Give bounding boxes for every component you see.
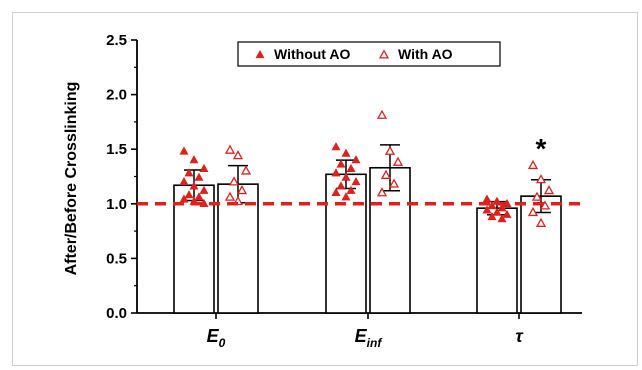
data-point bbox=[543, 185, 555, 195]
legend-label: Without AO bbox=[274, 46, 350, 62]
data-point bbox=[331, 142, 341, 151]
data-point bbox=[351, 177, 361, 186]
data-point bbox=[376, 187, 388, 197]
data-point bbox=[194, 172, 204, 181]
data-point bbox=[384, 145, 396, 155]
data-point bbox=[392, 156, 404, 166]
data-point bbox=[492, 207, 502, 216]
data-point bbox=[527, 159, 539, 170]
bar bbox=[217, 183, 259, 314]
data-point bbox=[341, 172, 351, 181]
legend-marker bbox=[255, 50, 265, 59]
data-point bbox=[189, 181, 199, 190]
data-point bbox=[236, 185, 248, 195]
data-point bbox=[531, 191, 543, 201]
data-point bbox=[199, 163, 209, 173]
data-point bbox=[535, 217, 547, 227]
y-tick-label: 1.0 bbox=[106, 196, 127, 213]
data-point bbox=[535, 174, 547, 184]
y-tick-label: 1.5 bbox=[106, 141, 127, 158]
data-point bbox=[346, 185, 356, 194]
data-point bbox=[336, 159, 346, 168]
data-point bbox=[482, 194, 492, 203]
data-point bbox=[331, 187, 341, 197]
y-tick-label: 0.5 bbox=[106, 250, 127, 267]
data-point bbox=[376, 109, 388, 119]
data-point bbox=[351, 155, 361, 164]
y-tick-label: 0.0 bbox=[106, 305, 127, 322]
data-point bbox=[224, 191, 236, 201]
y-axis-title: After/Before Crosslinking bbox=[63, 82, 80, 276]
data-point bbox=[199, 185, 209, 194]
data-point bbox=[184, 190, 194, 199]
data-point bbox=[527, 206, 539, 217]
data-point bbox=[194, 192, 204, 201]
data-point bbox=[331, 168, 341, 177]
legend-box bbox=[237, 41, 501, 67]
significance-star: * bbox=[536, 133, 547, 164]
data-point bbox=[346, 163, 356, 173]
y-tick-label: 2.0 bbox=[106, 87, 127, 104]
legend-label: With AO bbox=[398, 46, 453, 62]
data-point bbox=[240, 165, 252, 175]
x-tick-label: τ bbox=[515, 326, 524, 346]
legend-marker bbox=[378, 49, 390, 59]
data-point bbox=[179, 146, 189, 155]
data-point bbox=[189, 155, 199, 164]
bar bbox=[369, 166, 411, 314]
data-point bbox=[224, 144, 236, 154]
y-tick-label: 2.5 bbox=[106, 32, 127, 49]
bar bbox=[520, 195, 562, 314]
data-point bbox=[497, 203, 507, 212]
data-point bbox=[388, 178, 400, 188]
data-point bbox=[341, 148, 351, 157]
data-point bbox=[179, 177, 189, 186]
data-point bbox=[487, 211, 497, 221]
data-point bbox=[228, 176, 240, 186]
data-point bbox=[341, 192, 351, 201]
x-tick-label: Einf bbox=[355, 326, 383, 350]
x-tick-label: E0 bbox=[207, 326, 226, 350]
data-point bbox=[482, 205, 492, 214]
data-point bbox=[502, 209, 512, 218]
data-point bbox=[497, 214, 507, 223]
data-point bbox=[184, 168, 194, 177]
data-point bbox=[232, 150, 244, 160]
data-point bbox=[336, 181, 346, 190]
bar bbox=[476, 207, 518, 314]
data-point bbox=[380, 169, 392, 179]
